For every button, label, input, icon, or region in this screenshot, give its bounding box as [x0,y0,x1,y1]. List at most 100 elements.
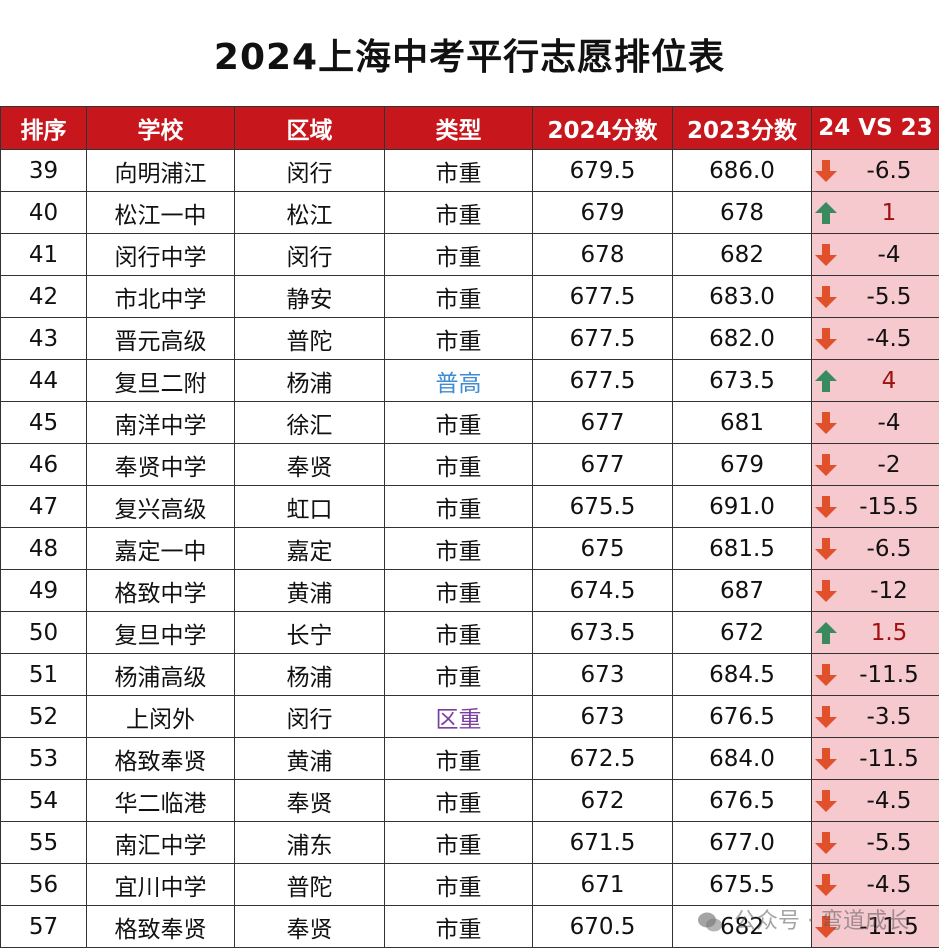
cell-district: 奉贤 [235,906,385,948]
cell-school: 上闵外 [87,696,235,738]
cell-diff: -12 [812,570,939,612]
cell-school: 嘉定一中 [87,528,235,570]
diff-value: -4.5 [844,788,934,814]
cell-school: 复旦中学 [87,612,235,654]
cell-rank: 39 [1,150,87,192]
cell-diff: -5.5 [812,822,939,864]
cell-rank: 41 [1,234,87,276]
cell-score-2024: 672 [533,780,673,822]
arrow-down-icon [814,159,838,183]
cell-school: 格致中学 [87,570,235,612]
cell-type: 市重 [385,486,533,528]
cell-rank: 43 [1,318,87,360]
cell-score-2023: 672 [673,612,812,654]
cell-score-2024: 675 [533,528,673,570]
arrow-up-icon [814,621,838,645]
cell-district: 奉贤 [235,444,385,486]
cell-score-2023: 684.0 [673,738,812,780]
arrow-down-icon [814,411,838,435]
header-type: 类型 [385,107,533,150]
cell-type: 市重 [385,612,533,654]
cell-score-2024: 679 [533,192,673,234]
arrow-down-icon [814,873,838,897]
cell-district: 徐汇 [235,402,385,444]
cell-score-2023: 684.5 [673,654,812,696]
diff-value: 4 [844,368,934,394]
cell-type: 市重 [385,780,533,822]
cell-diff: -3.5 [812,696,939,738]
cell-type: 区重 [385,696,533,738]
cell-score-2023: 678 [673,192,812,234]
arrow-down-icon [814,705,838,729]
cell-score-2024: 671.5 [533,822,673,864]
cell-diff: -6.5 [812,150,939,192]
cell-district: 静安 [235,276,385,318]
cell-type: 市重 [385,738,533,780]
cell-type: 市重 [385,654,533,696]
cell-score-2024: 674.5 [533,570,673,612]
arrow-down-icon [814,831,838,855]
cell-district: 杨浦 [235,654,385,696]
cell-school: 格致奉贤 [87,738,235,780]
diff-value: -4 [844,242,934,268]
cell-score-2024: 677.5 [533,318,673,360]
cell-score-2023: 683.0 [673,276,812,318]
cell-school: 杨浦高级 [87,654,235,696]
diff-value: -12 [844,578,934,604]
cell-district: 奉贤 [235,780,385,822]
diff-value: -11.5 [844,746,934,772]
cell-score-2024: 672.5 [533,738,673,780]
cell-rank: 42 [1,276,87,318]
arrow-down-icon [814,453,838,477]
cell-score-2024: 677 [533,444,673,486]
cell-district: 黄浦 [235,738,385,780]
cell-school: 格致奉贤 [87,906,235,948]
page-title: 2024上海中考平行志愿排位表 [0,28,939,80]
cell-type: 市重 [385,150,533,192]
cell-school: 奉贤中学 [87,444,235,486]
cell-rank: 46 [1,444,87,486]
cell-district: 浦东 [235,822,385,864]
cell-school: 复旦二附 [87,360,235,402]
cell-diff: -11.5 [812,654,939,696]
cell-district: 黄浦 [235,570,385,612]
cell-score-2024: 679.5 [533,150,673,192]
header-score-2024: 2024分数 [533,107,673,150]
cell-school: 华二临港 [87,780,235,822]
cell-diff: -2 [812,444,939,486]
cell-score-2024: 671 [533,864,673,906]
cell-score-2023: 679 [673,444,812,486]
cell-diff: -11.5 [812,738,939,780]
cell-diff: 1.5 [812,612,939,654]
cell-score-2024: 677.5 [533,360,673,402]
header-score-2023: 2023分数 [673,107,812,150]
cell-district: 松江 [235,192,385,234]
cell-school: 晋元高级 [87,318,235,360]
diff-value: -6.5 [844,158,934,184]
cell-score-2023: 682.0 [673,318,812,360]
arrow-down-icon [814,495,838,519]
cell-rank: 48 [1,528,87,570]
cell-diff: -5.5 [812,276,939,318]
header-diff: 24 VS 23 [812,107,939,150]
title-bar: 2024上海中考平行志愿排位表 [0,0,939,106]
cell-district: 嘉定 [235,528,385,570]
cell-type: 市重 [385,444,533,486]
arrow-down-icon [814,285,838,309]
wechat-icon [697,911,723,933]
cell-type: 普高 [385,360,533,402]
cell-diff: -6.5 [812,528,939,570]
arrow-down-icon [814,537,838,561]
cell-district: 虹口 [235,486,385,528]
cell-rank: 55 [1,822,87,864]
cell-district: 闵行 [235,696,385,738]
cell-rank: 54 [1,780,87,822]
cell-score-2024: 673 [533,654,673,696]
arrow-down-icon [814,789,838,813]
diff-value: -4 [844,410,934,436]
watermark-text: 公众号 · 弯道成长 [734,909,909,934]
